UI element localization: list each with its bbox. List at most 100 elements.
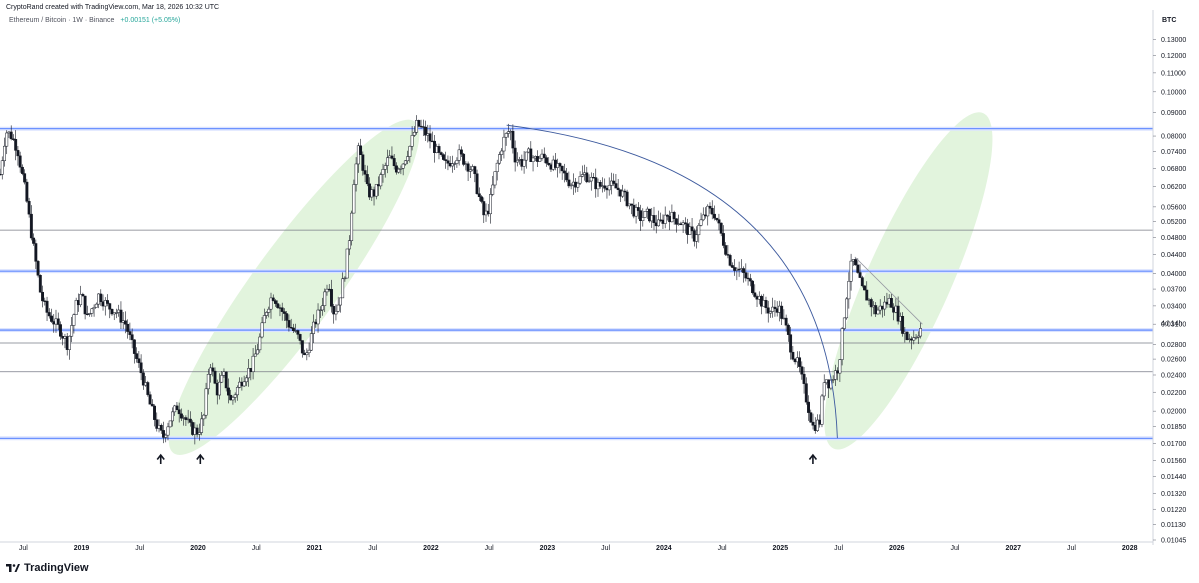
candle-body <box>289 327 293 329</box>
candle-body <box>455 160 459 164</box>
candle <box>439 151 443 157</box>
candle-body <box>271 297 275 301</box>
candle <box>598 179 602 189</box>
candle <box>94 302 98 308</box>
candle <box>9 125 13 141</box>
y-tick-label: 0.01560 <box>1161 458 1186 465</box>
candle-body <box>352 184 356 214</box>
candle-body <box>274 300 277 304</box>
candle <box>766 300 770 323</box>
candle <box>296 329 300 339</box>
candle-body <box>177 409 181 415</box>
candle <box>545 155 548 167</box>
candle <box>226 378 230 404</box>
candle-body <box>728 255 732 266</box>
y-tick-label: 0.02600 <box>1161 357 1186 364</box>
candle <box>197 423 201 441</box>
candle-body <box>916 335 920 338</box>
candle-body <box>242 381 246 387</box>
y-tick-label: 0.01850 <box>1161 424 1186 431</box>
y-tick-label: 0.04000 <box>1161 271 1186 278</box>
candle-body <box>513 147 517 163</box>
candle <box>858 264 862 278</box>
candle <box>359 138 363 156</box>
candle <box>789 326 793 360</box>
candle <box>876 307 880 315</box>
candle <box>312 314 316 344</box>
candle-body <box>59 324 62 337</box>
candle-body <box>110 308 114 315</box>
candle-body <box>845 298 849 319</box>
candle-body <box>883 301 887 310</box>
candle <box>155 412 159 432</box>
candle-body <box>480 196 483 202</box>
candle-body <box>200 418 204 433</box>
candle <box>0 156 4 180</box>
candle-body <box>220 375 224 383</box>
candle <box>318 306 322 319</box>
candle-body <box>350 212 354 241</box>
candle-body <box>417 120 421 127</box>
candle-body <box>764 300 768 309</box>
candle <box>652 206 656 231</box>
candle-body <box>159 424 163 431</box>
candles <box>0 115 922 445</box>
candle <box>475 169 479 195</box>
candle <box>108 302 112 319</box>
candle <box>141 369 145 390</box>
x-tick-label: Jul <box>1067 545 1076 552</box>
candle-body <box>47 312 51 317</box>
candle <box>690 217 694 239</box>
candle-body <box>155 419 159 429</box>
candle-body <box>45 300 49 313</box>
descending-arc <box>506 124 838 439</box>
candle-body <box>72 314 76 326</box>
candle-body <box>504 133 508 138</box>
candle-body <box>842 317 846 329</box>
candle-body <box>108 303 112 310</box>
candle-body <box>838 359 842 374</box>
candle <box>363 164 367 183</box>
candle-body <box>665 214 669 217</box>
candle-body <box>713 213 716 219</box>
candle <box>211 362 215 377</box>
candle-body <box>800 366 804 375</box>
candle-body <box>459 149 463 155</box>
candle <box>558 162 562 174</box>
candle-body <box>589 176 593 182</box>
candle-body <box>730 265 734 268</box>
candle-body <box>25 181 29 202</box>
currency-label: BTC <box>1162 17 1176 24</box>
candle-body <box>545 157 548 164</box>
candle-body <box>386 157 389 166</box>
y-tick-label: 0.06800 <box>1161 166 1186 173</box>
candle-body <box>280 307 284 312</box>
y-tick-label: 0.01130 <box>1161 522 1186 529</box>
candle-body <box>300 340 304 354</box>
candle-body <box>502 136 506 152</box>
candle-body <box>374 184 378 197</box>
candle-body <box>482 201 486 216</box>
candle-body <box>780 305 784 319</box>
symbol-name: Ethereum / Bitcoin · 1W · Binance <box>9 17 115 24</box>
candle <box>542 147 546 164</box>
candle-body <box>475 173 479 194</box>
candle-body <box>717 219 721 224</box>
candle-body <box>489 194 492 215</box>
candle-body <box>392 158 396 167</box>
candle <box>706 204 710 226</box>
candle <box>560 165 564 180</box>
candle-body <box>773 306 777 309</box>
candle-body <box>538 158 542 162</box>
y-tick-label: 0.05600 <box>1161 204 1186 211</box>
candle <box>188 411 192 427</box>
candle <box>309 326 313 352</box>
arrow-head <box>808 453 818 460</box>
candle <box>14 130 18 161</box>
candle-body <box>135 353 139 359</box>
candle-body <box>265 312 268 316</box>
x-tick-label: 2028 <box>1122 545 1138 552</box>
candle-body <box>211 367 215 372</box>
candle <box>442 153 445 161</box>
